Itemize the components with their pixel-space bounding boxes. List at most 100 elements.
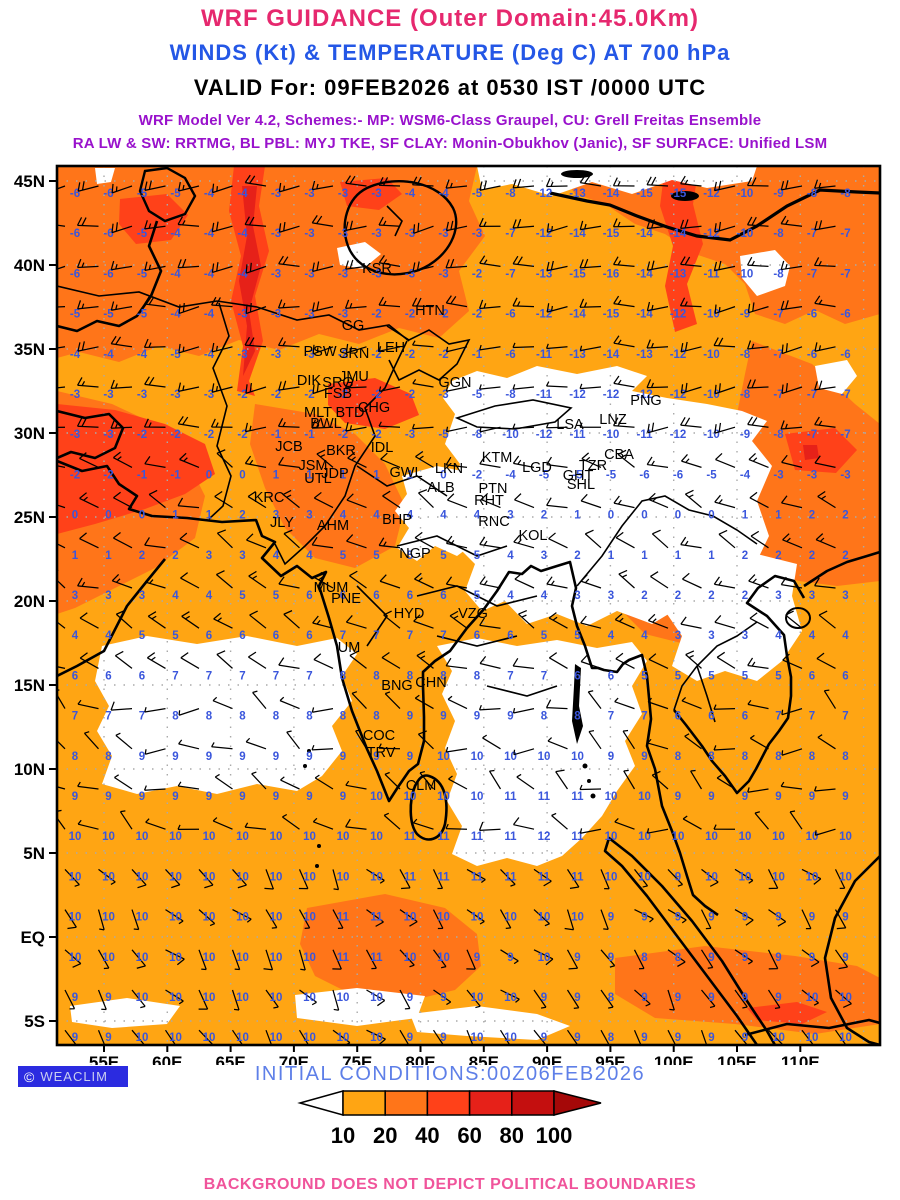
temperature-value: 4 [775,630,782,642]
temperature-value: 8 [608,992,615,1004]
temperature-value: 8 [206,711,213,723]
temperature-value: 10 [102,831,115,843]
temperature-value: 2 [842,510,848,522]
wind-barb [445,220,468,232]
temperature-value: -12 [536,309,553,321]
wind-barb [345,175,367,187]
wind-barb [282,813,300,830]
temperature-value: -6 [673,469,683,481]
wind-barb [500,949,519,965]
wind-barb [383,610,401,629]
temperature-value: -2 [371,349,381,361]
wind-barb [445,535,468,549]
temperature-value: 10 [270,912,283,924]
wind-barb [97,909,105,931]
wind-barb [399,949,415,968]
temperature-value: 7 [139,711,145,723]
temperature-value: 1 [608,550,615,562]
temperature-value: 6 [507,630,513,642]
wind-barb [351,691,367,710]
temperature-value: 4 [172,590,179,602]
temperature-value: 5 [742,670,749,682]
station-label: LKN [435,461,463,477]
temperature-value: 10 [236,1032,249,1044]
temperature-value: -3 [271,309,281,321]
temperature-value: -7 [505,268,515,280]
temperature-value: -2 [338,389,348,401]
wind-barb [682,572,702,589]
map-canvas: -6 -6 -5 -5 -4 -4 -3 -3 -3 -3 -4 -4 -5 -8 -12 -13 -14 -15… [14,164,882,1065]
wind-barb [814,455,836,469]
temperature-value: 10 [705,871,718,883]
temperature-value: 11 [538,791,551,803]
station-label: FSB [324,386,352,402]
wind-barb [110,335,133,348]
wind-barb [244,822,267,830]
wind-barb [180,572,200,589]
temperature-value: 5 [172,630,179,642]
border-path [208,302,232,520]
temperature-value: -6 [505,309,515,321]
wind-barb [818,610,836,629]
wind-barb [384,691,401,710]
temperature-value: 9 [574,952,580,964]
wind-barb [311,707,334,713]
wind-barb [587,690,602,709]
wind-barb [145,818,166,830]
temperature-value: 10 [303,831,316,843]
temperature-value: -12 [536,429,553,441]
wind-barb [216,449,233,468]
wind-barb [312,383,334,395]
temperature-value: 10 [236,871,249,883]
border-path [416,585,538,607]
island-dot [303,764,307,768]
temperature-value: 2 [775,550,781,562]
wind-barb [64,868,80,887]
temperature-value: -7 [840,228,850,240]
lon-tick-label: 75E [342,1053,372,1065]
temperature-value: -2 [304,389,314,401]
temperature-value: 10 [638,831,651,843]
wind-barb [345,818,367,830]
temperature-value: -2 [70,469,80,481]
temperature-value: -14 [603,349,620,361]
wind-barb [346,493,367,509]
wind-barb [548,652,568,669]
wind-barb [651,770,669,790]
temperature-value: 10 [806,1032,819,1044]
temperature-value: 9 [775,992,781,1004]
wind-barb [781,495,803,509]
temperature-value: -3 [405,429,415,441]
wind-barb [366,909,384,927]
temperature-value: 9 [541,992,547,1004]
temperature-value: 10 [605,831,618,843]
lon-tick-label: 70E [279,1053,309,1065]
wind-barb [548,612,568,629]
temperature-value: 9 [273,791,279,803]
wind-barb [600,949,616,968]
wind-barb [446,493,468,509]
wind-barb [177,416,200,428]
temperature-value: -6 [840,309,850,321]
lon-tick-label: 85E [469,1053,499,1065]
wind-barb [57,426,66,428]
temperature-value: 2 [708,590,714,602]
temperature-value: 10 [437,912,450,924]
temperature-value: 10 [303,871,316,883]
wind-barb [789,810,803,830]
station-label: PNE [331,591,361,607]
station-label: GGN [438,375,471,391]
wind-barb [614,613,635,629]
temperature-value: -10 [703,349,720,361]
temperature-value: 9 [842,912,848,924]
wind-barb [814,220,836,231]
wind-barb [545,343,568,350]
wind-barb [345,343,367,354]
wind-barb [131,949,146,969]
temperature-value: 9 [742,952,748,964]
temperature-value: 9 [474,711,480,723]
wind-barb [814,786,836,792]
wind-barb [298,909,311,929]
temperature-value: 8 [809,751,816,763]
temperature-value: 2 [809,550,815,562]
